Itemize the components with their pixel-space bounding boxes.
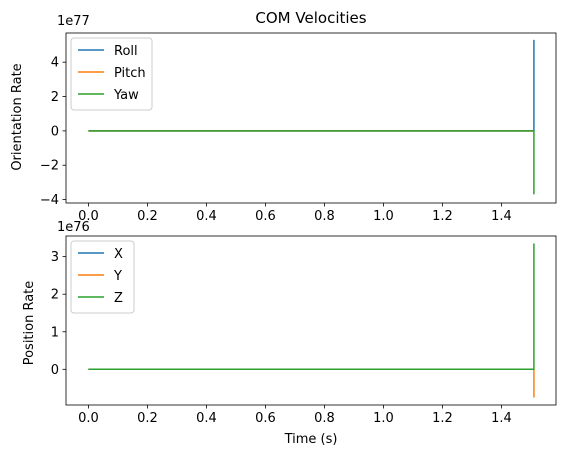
x-tick-label: 1.4 (491, 411, 512, 426)
y-tick-label: 3 (51, 250, 59, 265)
x-tick-label: 0.6 (255, 411, 276, 426)
y-tick-label: 2 (51, 90, 59, 105)
y-tick-label: −4 (40, 193, 59, 208)
legend-box (70, 37, 153, 111)
x-tick-label: 0.8 (314, 411, 335, 426)
plot-area: 0.0 0.2 0.4 0.6 0.8 1.0 1.2 1.4 −4 −2 0 2 4 Roll Pitch… (40, 32, 557, 224)
subplot-position: 1e76 Position Rate Time (s) 0.0 0.2 0.4 0.6… (22, 220, 557, 447)
x-tick-label: 1.4 (491, 209, 512, 224)
y-offset-text: 1e77 (57, 14, 90, 29)
y-tick-label: 2 (51, 288, 59, 303)
y-tick-label: 1 (51, 325, 59, 340)
chart-title: COM Velocities (255, 9, 366, 27)
x-tick-label: 1.0 (373, 411, 394, 426)
x-tick-label: 1.2 (432, 209, 453, 224)
x-tick-label: 0.0 (78, 411, 99, 426)
x-axis-label: Time (s) (284, 432, 338, 447)
x-tick-label: 1.0 (373, 209, 394, 224)
legend-label-z: Z (114, 291, 123, 306)
x-tick-label: 0.0 (78, 209, 99, 224)
legend: Roll Pitch Yaw (70, 37, 153, 111)
y-axis-label: Orientation Rate (10, 63, 25, 170)
legend-box (70, 240, 135, 314)
y-axis-label: Position Rate (22, 281, 37, 366)
legend-label-y: Y (113, 269, 122, 284)
y-offset-text: 1e76 (57, 220, 90, 235)
x-tick-label: 0.6 (255, 209, 276, 224)
axes-frame (65, 235, 557, 406)
legend-label-x: X (114, 247, 123, 262)
y-tick-label: 0 (51, 363, 59, 378)
legend-label-pitch: Pitch (114, 66, 146, 81)
legend-label-roll: Roll (114, 44, 138, 59)
x-tick-label: 0.4 (196, 209, 217, 224)
y-tick-label: 0 (51, 124, 59, 139)
plot-area: 0.0 0.2 0.4 0.6 0.8 1.0 1.2 1.4 0 1 2 3 XYZ (51, 235, 557, 426)
series-line-z (88, 243, 535, 371)
x-tick-label: 0.8 (314, 209, 335, 224)
x-tick-label: 0.4 (196, 411, 217, 426)
legend-label-yaw: Yaw (113, 88, 139, 103)
y-tick-label: −2 (40, 159, 59, 174)
subplot-orientation: COM Velocities 1e77 Orientation Rate 0.0… (10, 9, 557, 224)
legend: XYZ (70, 240, 135, 314)
series-line-yaw (88, 130, 535, 195)
y-tick-label: 4 (51, 56, 59, 71)
axes-frame (65, 32, 557, 204)
x-tick-label: 0.2 (137, 209, 158, 224)
x-tick-label: 1.2 (432, 411, 453, 426)
x-tick-label: 0.2 (137, 411, 158, 426)
